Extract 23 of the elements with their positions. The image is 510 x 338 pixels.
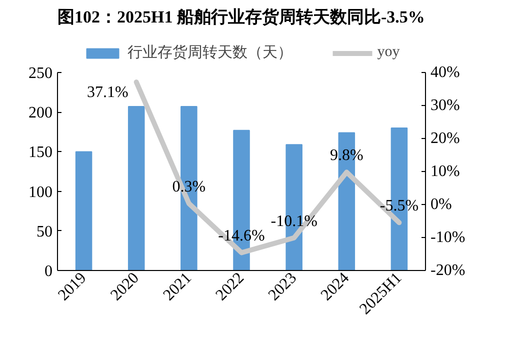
data-label: 37.1% <box>87 84 128 102</box>
y-tick-label: 50 <box>36 223 52 240</box>
data-label: -14.6% <box>218 228 265 245</box>
x-tick-label: 2021 <box>160 269 195 304</box>
legend-label: yoy <box>377 44 400 61</box>
y2-tick-label: 20% <box>430 130 460 147</box>
y-tick-label: 150 <box>28 144 52 162</box>
y-tick-label: 200 <box>28 104 52 122</box>
y2-tick-label: -20% <box>430 262 466 279</box>
y2-tick-label: 0% <box>430 196 452 213</box>
y2-tick-label: 10% <box>430 163 460 180</box>
legend-label: 行业存货周转天数（天） <box>127 44 292 62</box>
y-tick-label: 100 <box>28 184 52 201</box>
data-label: 0.3% <box>172 178 206 196</box>
chart-title: 图102：2025H1 船舶行业存货周转天数同比-3.5% <box>58 8 425 26</box>
y2-tick-label: -10% <box>430 229 466 246</box>
bar <box>75 151 92 270</box>
y-tick-label: 250 <box>28 65 52 82</box>
y2-tick-label: 30% <box>430 97 460 114</box>
data-label: -5.5% <box>380 198 419 215</box>
bar <box>128 106 145 270</box>
y-tick-label: 0 <box>44 263 52 280</box>
y2-tick-label: 40% <box>430 64 460 81</box>
